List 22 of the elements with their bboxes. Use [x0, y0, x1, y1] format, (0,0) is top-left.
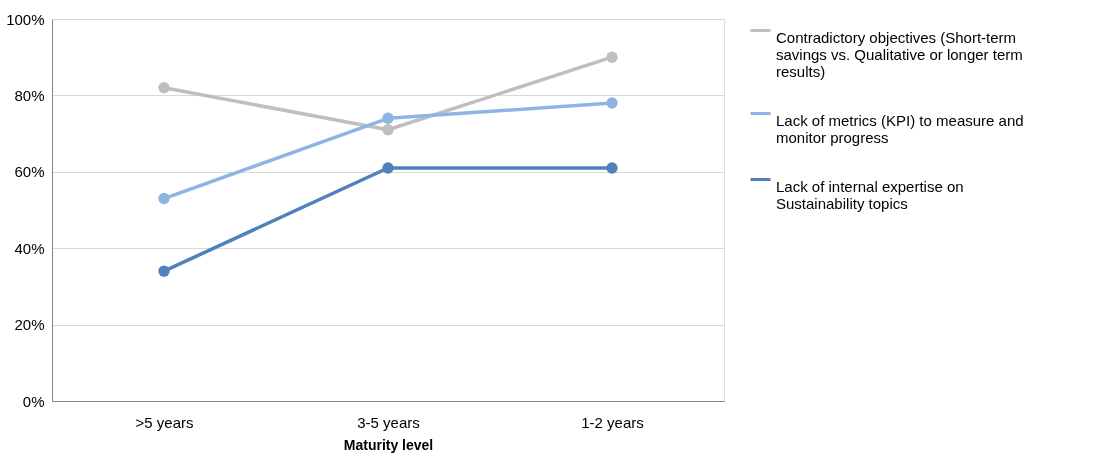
point: [382, 112, 394, 125]
point: [158, 82, 170, 94]
point: [606, 97, 618, 109]
y-tick-label: 80%: [14, 86, 45, 104]
x-tick-label: 1-2 years: [581, 413, 644, 431]
y-tick-label: 0%: [22, 392, 45, 410]
x-tick-label: >5 years: [135, 413, 194, 431]
point: [382, 162, 394, 174]
point: [606, 51, 618, 63]
y-tick-label: 20%: [14, 316, 45, 334]
point: [606, 162, 618, 174]
point: [158, 192, 170, 205]
y-tick-label: 60%: [14, 163, 45, 181]
legend-label: Contradictory objectives (Short-term savings vs. Qualitative or longer term results): [776, 28, 1023, 80]
x-axis-title: Maturity level: [343, 436, 434, 453]
point: [382, 124, 394, 136]
point: [158, 265, 170, 277]
y-tick-label: 100%: [6, 10, 45, 28]
x-tick-label: 3-5 years: [357, 413, 420, 431]
y-tick-label: 40%: [14, 239, 45, 257]
legend-label: Lack of internal expertise on Sustainability topics: [776, 177, 964, 212]
legend-label: Lack of metrics (KPI) to measure and monitor progress: [776, 111, 1024, 146]
